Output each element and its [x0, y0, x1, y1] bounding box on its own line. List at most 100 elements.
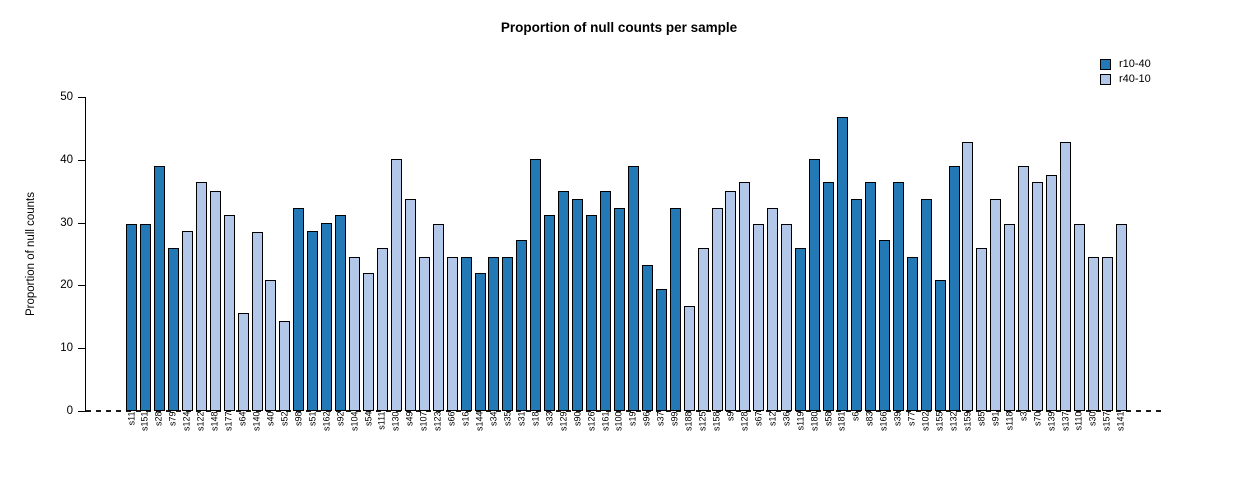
x-tick-label: s100 [613, 411, 624, 432]
x-tick-label: s141 [1115, 411, 1126, 432]
x-tick-label: s137 [1060, 411, 1070, 432]
x-tick-label: s83 [864, 411, 875, 427]
bar-s92 [335, 215, 347, 411]
bar-s119 [795, 247, 807, 411]
bar-s37 [655, 288, 667, 411]
bar-s31 [516, 239, 528, 411]
bar-s28 [153, 166, 165, 411]
x-tick-label: s151 [139, 411, 150, 432]
y-axis-line [85, 97, 86, 412]
bar-s110 [1073, 223, 1085, 411]
x-tick-label: s90 [572, 411, 583, 427]
bar-s98 [293, 207, 305, 411]
bar-s159 [962, 142, 974, 411]
x-tick-label: s33 [544, 411, 555, 427]
bar-s40 [265, 280, 277, 411]
x-tick-label: s107 [418, 411, 429, 432]
x-tick-label: s39 [892, 411, 903, 427]
y-tick-mark [78, 411, 85, 412]
x-tick-label: s6 [850, 411, 861, 422]
legend-item: r40-10 [1100, 72, 1151, 87]
bar-s126 [586, 215, 597, 411]
x-tick-label: s180 [809, 411, 820, 432]
x-tick-label: s140 [251, 411, 262, 432]
x-tick-label: s162 [321, 411, 332, 432]
x-tick-label: s177 [223, 411, 234, 432]
legend-swatch-r40-10 [1100, 74, 1111, 85]
legend-label: r10-40 [1119, 58, 1151, 70]
x-tick-label: s67 [753, 411, 764, 427]
bar-s16 [460, 257, 472, 411]
x-tick-label: s122 [195, 411, 206, 432]
bar-s155 [934, 280, 946, 411]
y-tick-label: 30 [60, 217, 73, 229]
y-axis-label: Proportion of null counts [25, 191, 37, 317]
x-tick-label: s52 [279, 411, 290, 427]
bar-s180 [809, 158, 821, 411]
x-tick-label: s91 [990, 411, 1001, 427]
bar-s19 [627, 166, 639, 411]
bar-s91 [990, 198, 1002, 411]
legend-swatch-r10-40 [1100, 59, 1111, 70]
bar-s177 [223, 215, 235, 411]
x-tick-label: s99 [669, 411, 680, 427]
x-tick-label: s96 [641, 411, 652, 427]
x-tick-label: s58 [823, 411, 833, 427]
bar-s70 [1032, 182, 1044, 411]
bar-s96 [641, 264, 653, 411]
bar-s102 [920, 199, 932, 411]
y-tick-mark [78, 285, 85, 286]
x-tick-label: s64 [237, 411, 248, 427]
bar-s39 [892, 182, 904, 411]
x-tick-label: s181 [836, 411, 847, 432]
bar-s18 [530, 158, 542, 411]
bar-s54 [363, 272, 374, 411]
y-tick-mark [78, 97, 85, 98]
x-tick-label: s98 [293, 411, 304, 427]
bar-s67 [753, 223, 765, 411]
bar-s148 [209, 191, 221, 411]
bar-s36 [781, 223, 793, 411]
x-tick-label: s92 [335, 411, 346, 427]
x-tick-label: s16 [460, 411, 471, 427]
x-tick-label: s34 [488, 411, 499, 427]
x-tick-label: s51 [307, 411, 318, 427]
x-tick-label: s3 [1018, 411, 1029, 422]
bar-s49 [404, 198, 416, 411]
x-tick-label: s36 [781, 411, 792, 427]
x-tick-label: s166 [878, 411, 889, 432]
x-tick-label: s111 [376, 411, 387, 430]
bar-s128 [739, 182, 751, 411]
x-tick-label: s70 [1032, 411, 1043, 427]
bar-s83 [864, 182, 876, 411]
x-tick-label: s35 [502, 411, 513, 427]
bar-s12 [767, 207, 779, 411]
x-tick-label: s9 [725, 411, 736, 422]
bar-s79 [167, 247, 179, 411]
x-tick-label: s37 [655, 411, 666, 427]
bar-s35 [502, 257, 514, 411]
bar-s162 [321, 222, 333, 411]
bar-s161 [600, 191, 611, 411]
bar-s9 [725, 191, 737, 411]
legend: r10-40 r40-10 [1100, 57, 1151, 87]
x-tick-label: s126 [586, 411, 596, 432]
chart-title: Proportion of null counts per sample [500, 20, 738, 35]
bar-s130 [390, 158, 402, 411]
y-tick-label: 50 [60, 91, 73, 103]
bar-s157 [1101, 257, 1113, 411]
bar-s30 [1087, 257, 1099, 411]
bar-s125 [697, 247, 709, 411]
bar-s90 [572, 199, 584, 411]
x-tick-label: s144 [474, 411, 485, 432]
bar-s129 [558, 191, 570, 411]
bar-s122 [195, 182, 207, 411]
legend-item: r10-40 [1100, 57, 1151, 72]
x-tick-label: s118 [1004, 411, 1015, 431]
bar-s132 [948, 166, 960, 411]
x-tick-label: s110 [1073, 411, 1084, 431]
x-tick-label: s102 [920, 411, 931, 432]
x-tick-label: s130 [390, 411, 401, 432]
bar-s139 [1046, 174, 1057, 411]
